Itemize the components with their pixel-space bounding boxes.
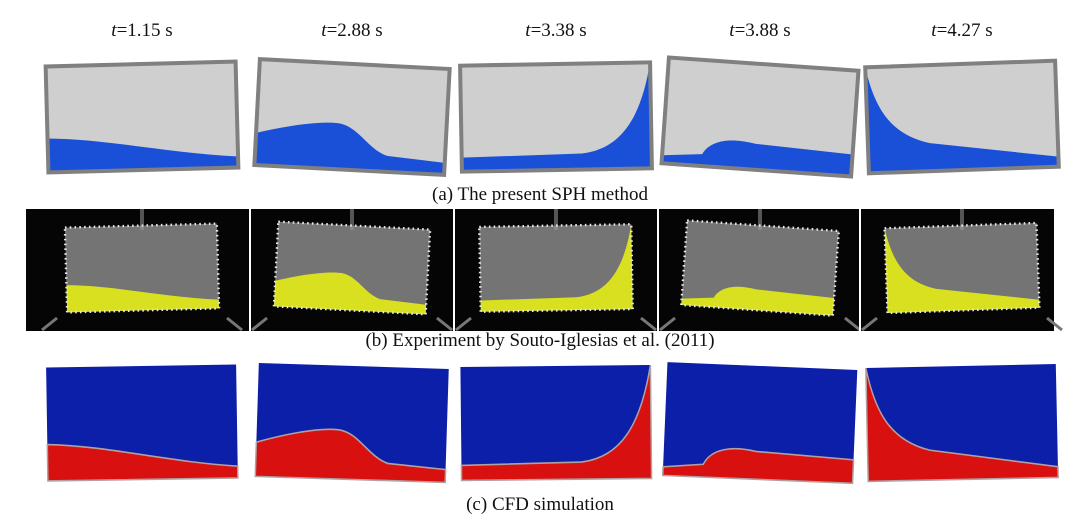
fluid — [461, 62, 652, 172]
tank-wall — [252, 56, 452, 178]
experiment-panel — [272, 220, 432, 316]
caption-a: (a) The present SPH method — [432, 184, 648, 205]
time-value: =4.27 s — [937, 20, 993, 41]
caption-c: (c) CFD simulation — [466, 494, 614, 515]
experiment-panel — [478, 223, 634, 313]
cfd-scale — [254, 363, 449, 484]
time-label: t=1.15 s — [111, 20, 172, 41]
cfd-panel — [661, 362, 858, 485]
experiment-panel — [883, 221, 1041, 315]
fluid — [480, 224, 633, 312]
sph-panel — [659, 55, 861, 179]
tank-wall — [458, 60, 654, 174]
tank-frame — [883, 221, 1041, 315]
tank-wall — [43, 59, 241, 175]
water — [865, 367, 1059, 483]
tank-wall — [863, 58, 1061, 176]
fluid — [273, 272, 427, 315]
time-variable: t — [111, 20, 117, 41]
time-label: t=2.88 s — [321, 20, 382, 41]
sph-panel — [43, 59, 241, 175]
cfd-row — [46, 362, 1059, 485]
cfd-panel — [254, 363, 449, 484]
water — [661, 447, 855, 485]
tank-frame — [679, 219, 841, 317]
sph-panel — [252, 56, 452, 178]
time-value: =1.15 s — [117, 20, 173, 41]
fluid — [865, 67, 1059, 174]
tank-frame — [272, 220, 432, 316]
time-variable: t — [931, 20, 937, 41]
time-value: =3.38 s — [531, 20, 587, 41]
sph-panel — [458, 60, 654, 174]
sph-panel — [863, 58, 1061, 176]
rig-legs — [861, 316, 1063, 332]
cfd-scale — [865, 364, 1059, 483]
cfd-scale — [661, 362, 858, 485]
sph-row — [43, 55, 1061, 179]
tank-wall — [659, 55, 861, 179]
tank — [479, 224, 633, 312]
time-variable: t — [321, 20, 327, 41]
fluid — [254, 122, 445, 175]
cfd-scale — [46, 364, 239, 482]
rig-legs — [41, 316, 243, 332]
rig-legs — [455, 316, 657, 332]
water — [460, 364, 653, 482]
cfd-panel — [460, 364, 653, 482]
time-labels: t=1.15 s t=2.88 s t=3.38 s t=3.88 s t=4.27 s — [111, 20, 992, 41]
air — [460, 365, 652, 481]
fluid — [884, 228, 1040, 314]
experiment-panel — [63, 222, 221, 314]
water — [46, 443, 239, 482]
water — [254, 428, 447, 484]
fluid — [66, 285, 220, 313]
air — [662, 362, 858, 484]
fluid — [681, 286, 835, 316]
rig-legs — [659, 316, 861, 332]
time-label: t=3.88 s — [729, 20, 790, 41]
time-variable: t — [729, 20, 735, 41]
rig-legs — [251, 316, 453, 332]
cfd-scale — [460, 364, 653, 482]
cfd-panel — [46, 364, 239, 482]
fluid — [661, 140, 853, 177]
experiment-panel — [679, 219, 841, 317]
tank — [460, 62, 652, 172]
time-variable: t — [525, 20, 531, 41]
experiment-row — [26, 209, 1063, 332]
time-label: t=3.38 s — [525, 20, 586, 41]
caption-b: (b) Experiment by Souto-Iglesias et al. … — [365, 330, 714, 351]
cfd-panel — [865, 364, 1059, 483]
time-value: =2.88 s — [327, 20, 383, 41]
fluid — [47, 138, 239, 173]
time-label: t=4.27 s — [931, 20, 992, 41]
time-value: =3.88 s — [735, 20, 791, 41]
tank-frame — [63, 222, 221, 314]
tank-frame — [478, 223, 634, 313]
